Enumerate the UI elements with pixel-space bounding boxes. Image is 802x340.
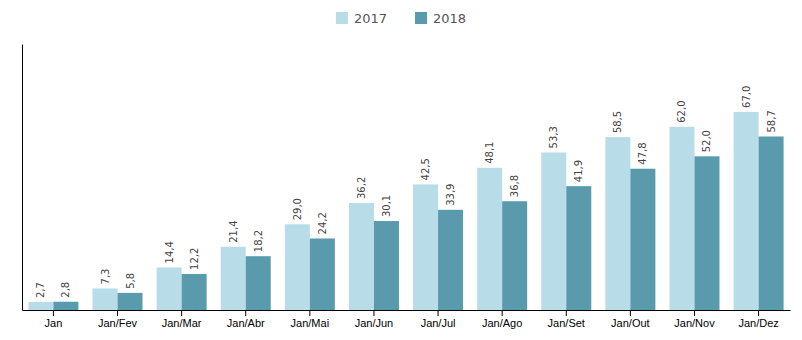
y-axis xyxy=(22,45,23,311)
bar xyxy=(374,221,399,310)
x-tick-label: Jan/Nov xyxy=(674,317,715,329)
bar xyxy=(246,256,271,310)
x-tick: Jan/Jun xyxy=(355,310,394,329)
x-tick: Jan xyxy=(45,310,63,329)
y-axis-line xyxy=(22,45,23,311)
x-tick-mark xyxy=(181,310,182,316)
data-label: 48,1 xyxy=(484,142,495,164)
legend-item: 2017 xyxy=(336,11,387,26)
data-label: 52,0 xyxy=(701,130,712,152)
x-axis-line xyxy=(23,310,791,311)
x-axis: Jan Jan/Fev Jan/Mar Jan/Abr Jan/Mai Jan/Jun Ja… xyxy=(23,310,791,329)
x-tick-mark xyxy=(245,310,246,316)
x-tick-mark xyxy=(566,310,567,316)
bar xyxy=(118,293,143,310)
bar xyxy=(413,184,438,310)
data-label: 7,3 xyxy=(100,269,111,285)
data-label: 14,4 xyxy=(164,241,175,263)
bar xyxy=(285,224,310,310)
data-label: 42,5 xyxy=(420,158,431,180)
bar xyxy=(53,302,78,310)
bar xyxy=(630,169,655,310)
bar xyxy=(694,156,719,310)
data-label: 21,4 xyxy=(228,220,239,242)
x-tick: Jan/Out xyxy=(611,310,650,329)
data-label: 2,8 xyxy=(60,282,71,298)
chart: 2,7 7,3 14,4 21,4 29,0 36,2 42,5 48,1 53,3 58,5 62… xyxy=(0,0,802,340)
bar xyxy=(502,201,527,310)
bar xyxy=(566,186,591,310)
data-label: 58,5 xyxy=(612,111,623,133)
data-label: 33,9 xyxy=(445,184,456,206)
x-tick-label: Jan/Abr xyxy=(227,317,265,329)
x-tick: Jan/Ago xyxy=(482,310,522,329)
x-tick-mark xyxy=(694,310,695,316)
x-tick-mark xyxy=(630,310,631,316)
data-label: 5,8 xyxy=(125,273,136,289)
data-label: 62,0 xyxy=(676,100,687,122)
bars xyxy=(28,112,783,310)
legend-swatch xyxy=(336,12,348,24)
x-tick: Jan/Mai xyxy=(291,310,330,329)
data-label: 36,2 xyxy=(356,177,367,199)
data-label: 53,3 xyxy=(548,126,559,148)
data-label: 30,1 xyxy=(381,195,392,217)
bar xyxy=(541,152,566,310)
bar xyxy=(734,112,759,310)
bar xyxy=(349,203,374,310)
legend-item: 2018 xyxy=(415,11,466,26)
x-tick: Jan/Abr xyxy=(227,310,265,329)
x-tick-mark xyxy=(117,310,118,316)
bar xyxy=(310,238,335,310)
data-label: 58,7 xyxy=(766,110,777,132)
data-label: 2,7 xyxy=(35,282,46,298)
x-tick: Jan/Set xyxy=(548,310,585,329)
x-tick: Jan/Dez xyxy=(738,310,778,329)
data-label: 41,9 xyxy=(573,160,584,182)
x-tick-label: Jan/Fev xyxy=(98,317,138,329)
data-label: 12,2 xyxy=(189,248,200,270)
x-tick-label: Jan/Out xyxy=(611,317,650,329)
bar xyxy=(759,137,784,310)
bar xyxy=(157,267,182,310)
bar xyxy=(28,302,53,310)
x-tick: Jan/Mar xyxy=(162,310,202,329)
x-tick-mark xyxy=(438,310,439,316)
data-labels: 2,7 7,3 14,4 21,4 29,0 36,2 42,5 48,1 53,3 58,5 62… xyxy=(35,86,776,298)
x-tick-label: Jan/Jul xyxy=(421,317,456,329)
legend: 2017 2018 xyxy=(336,11,466,26)
bar xyxy=(221,247,246,310)
x-tick-mark xyxy=(758,310,759,316)
data-label: 18,2 xyxy=(253,230,264,252)
x-tick-label: Jan/Ago xyxy=(482,317,522,329)
data-label: 29,0 xyxy=(292,198,303,220)
x-tick-label: Jan/Mai xyxy=(291,317,330,329)
legend-label: 2017 xyxy=(354,11,387,26)
x-tick-mark xyxy=(53,310,54,316)
legend-label: 2018 xyxy=(433,11,466,26)
bar xyxy=(438,210,463,310)
x-tick-label: Jan/Dez xyxy=(738,317,778,329)
x-tick: Jan/Nov xyxy=(674,310,715,329)
data-label: 24,2 xyxy=(317,212,328,234)
bar xyxy=(669,127,694,310)
x-tick-mark xyxy=(373,310,374,316)
bar xyxy=(477,168,502,310)
x-tick-mark xyxy=(309,310,310,316)
plot: 2,7 7,3 14,4 21,4 29,0 36,2 42,5 48,1 53,3 58,5 62… xyxy=(23,45,791,329)
data-label: 67,0 xyxy=(741,86,752,108)
x-tick-label: Jan/Set xyxy=(548,317,585,329)
bar xyxy=(182,274,207,310)
bar xyxy=(605,137,630,310)
bar xyxy=(93,288,118,310)
data-label: 36,8 xyxy=(509,175,520,197)
data-label: 47,8 xyxy=(637,142,648,164)
legend-swatch xyxy=(415,12,427,24)
x-tick-mark xyxy=(502,310,503,316)
x-tick: Jan/Fev xyxy=(98,310,138,329)
x-tick-label: Jan xyxy=(45,317,63,329)
x-tick-label: Jan/Mar xyxy=(162,317,202,329)
x-tick: Jan/Jul xyxy=(421,310,456,329)
x-tick-label: Jan/Jun xyxy=(355,317,394,329)
